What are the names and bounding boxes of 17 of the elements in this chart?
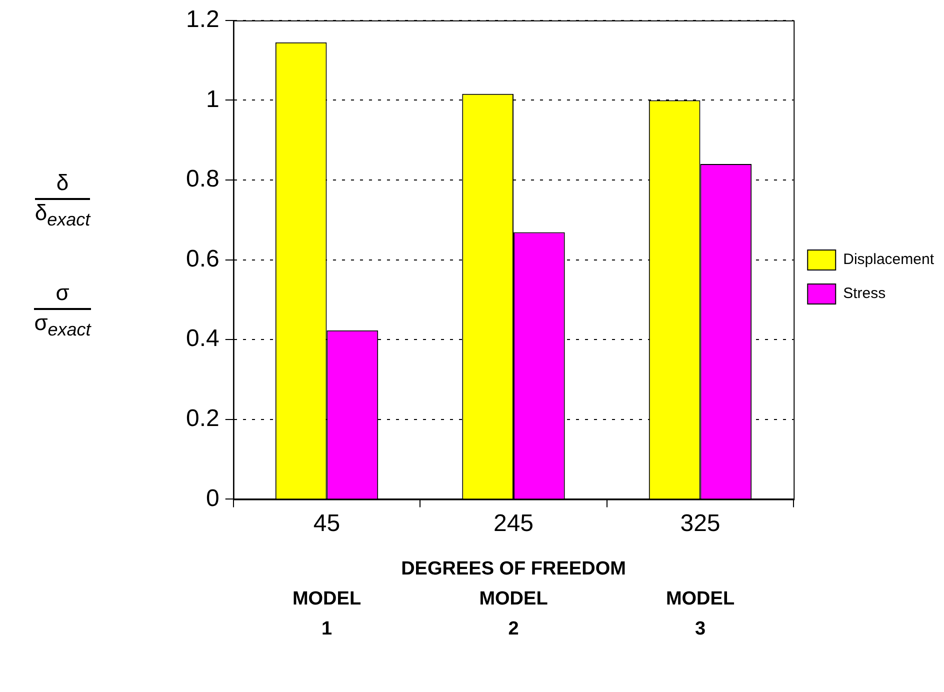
y-tick-label: 1 [206,86,220,113]
x-tick-label: 245 [493,510,534,538]
y-tick-label: 0.6 [186,245,220,272]
y-tick-label: 1.2 [186,6,220,34]
x-tick-label: 325 [680,510,720,538]
y-tick-label: 0.4 [186,325,220,352]
text: δ δ$_{exact}$ σ σ$_{exact}$ [34,170,91,340]
legend-label: Displacement [843,251,935,268]
x-tick-label: 45 [313,510,340,538]
y-tick-label: 0.8 [186,166,220,193]
y-tick-label: 0.2 [186,405,220,432]
legend-label: Stress [843,285,886,302]
text: MODEL 1 [292,588,362,640]
text: MODEL 3 [666,588,735,640]
text: MODEL 2 [479,588,548,640]
x-axis-title: DEGREES OF FREEDOM [401,558,626,580]
y-tick-label: 0 [206,484,220,512]
